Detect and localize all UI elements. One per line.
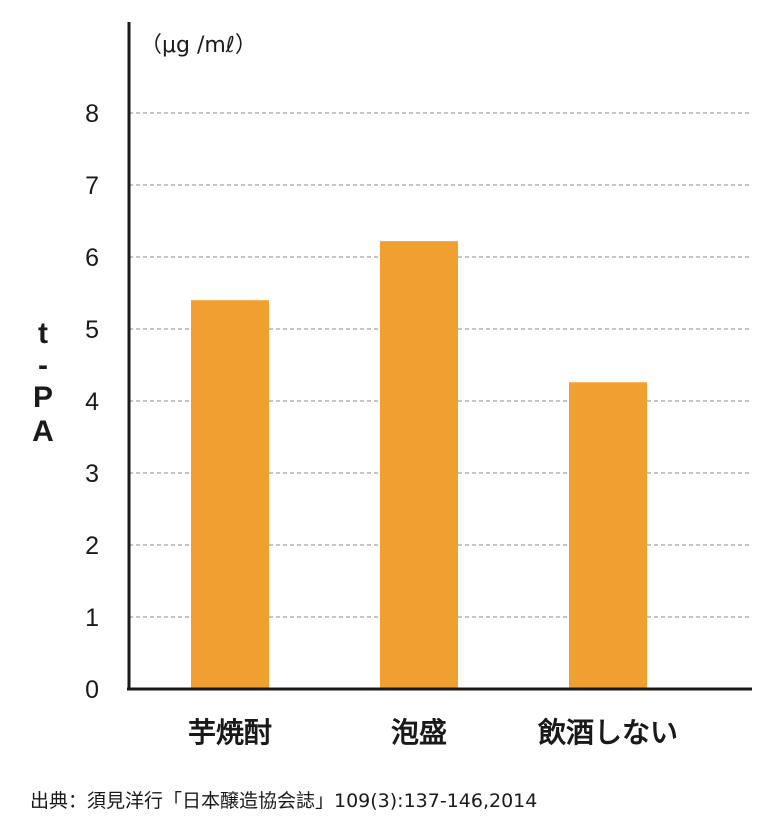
y-tick-label: 5 [85, 316, 99, 344]
y-axis-label-char: t [38, 317, 48, 350]
axes [127, 22, 752, 691]
y-axis-label-char: - [38, 349, 48, 382]
x-category-label: 泡盛 [391, 716, 447, 749]
y-tick-label: 2 [85, 532, 99, 560]
y-tick-labels: 0 1 2 3 4 5 6 7 8 [85, 100, 99, 704]
y-tick-label: 6 [85, 244, 99, 272]
y-tick-label: 8 [85, 100, 99, 128]
y-axis-label: t-PA [32, 317, 54, 448]
y-unit-label: （μg /mℓ） [140, 33, 257, 58]
bar [569, 382, 647, 689]
y-tick-label: 4 [85, 388, 99, 416]
bars [191, 241, 647, 689]
y-tick-label: 3 [85, 460, 99, 488]
y-tick-label: 1 [85, 604, 99, 632]
bar [191, 300, 269, 689]
category-labels: 芋焼酎 泡盛 飲酒しない [188, 716, 678, 749]
y-tick-label: 0 [85, 676, 99, 704]
x-category-label: 芋焼酎 [188, 716, 272, 749]
y-axis-label-char: A [32, 415, 54, 448]
source-citation: 出典：須見洋行「日本醸造協会誌」109(3):137-146,2014 [30, 790, 538, 812]
y-axis-label-char: P [33, 381, 53, 414]
x-category-label: 飲酒しない [538, 716, 678, 749]
bar [380, 241, 458, 689]
y-tick-label: 7 [85, 172, 99, 200]
